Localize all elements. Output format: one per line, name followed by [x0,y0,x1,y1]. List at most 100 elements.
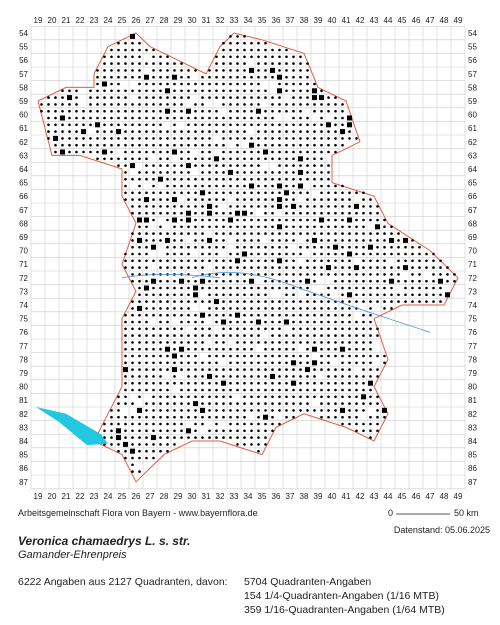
record-square [116,428,121,434]
record-dot [215,293,218,297]
row-label: 77 [19,342,28,351]
record-dot [138,354,141,358]
record-dot [145,341,148,344]
record-dot [152,375,155,378]
record-dot [131,300,134,303]
record-dot [334,191,337,195]
record-dot [173,415,176,419]
record-dot [131,456,134,460]
record-dot [61,137,64,140]
record-dot [285,347,288,351]
record-dot [215,381,218,385]
record-dot [117,48,120,52]
record-dot [187,177,190,181]
record-dot [250,205,253,208]
record-dot [306,300,309,303]
record-dot [173,205,176,208]
record-dot [159,164,162,167]
record-square [200,407,205,413]
record-dot [229,273,232,276]
stats-line: 154 1/4-Quadranten-Angaben (1/16 MTB) [244,590,439,602]
record-dot [138,361,141,365]
record-dot [110,109,113,113]
record-dot [341,245,344,249]
map [36,32,459,483]
record-dot [110,409,113,412]
record-dot [187,368,190,371]
record-dot [278,103,281,106]
record-dot [299,279,302,283]
record-dot [159,130,162,133]
record-square [277,74,282,80]
record-dot [201,137,204,140]
record-dot [208,402,211,405]
record-dot [341,300,344,303]
record-dot [152,177,155,181]
record-dot [145,232,148,235]
record-dot [257,361,260,365]
record-dot [341,279,344,283]
record-dot [236,96,239,99]
record-dot [355,375,358,378]
record-dot [341,211,344,215]
record-dot [131,341,134,344]
record-dot [243,313,246,317]
record-dot [117,69,120,72]
record-dot [341,327,344,331]
record-dot [124,354,127,358]
record-dot [236,205,239,208]
record-dot [299,252,302,256]
column-label: 37 [286,492,295,501]
record-dot [229,225,232,229]
record-dot [292,198,295,201]
record-dot [320,164,323,167]
record-dot [187,82,190,86]
record-dot [180,218,183,222]
record-dot [68,150,71,154]
record-dot [313,368,316,371]
record-dot [110,69,113,72]
record-dot [103,130,106,133]
record-dot [299,375,302,378]
record-dot [229,375,232,378]
record-dot [166,75,169,79]
record-dot [313,198,316,201]
record-dot [187,436,190,439]
row-label: 73 [19,287,28,296]
record-dot [243,341,246,344]
record-dot [257,157,260,161]
record-square [214,156,219,162]
record-dot [236,375,239,378]
record-dot [208,69,211,72]
row-label: 62 [19,138,28,147]
record-dot [180,164,183,167]
record-dot [243,320,246,324]
record-dot [306,395,309,399]
record-dot [222,177,225,181]
record-dot [131,347,134,351]
record-dot [166,286,169,290]
record-dot [222,409,225,412]
record-dot [145,252,148,256]
record-dot [257,449,260,453]
record-dot [131,334,134,337]
record-dot [278,422,281,426]
record-dot [229,266,232,269]
record-dot [131,211,134,215]
record-square [158,176,163,182]
record-dot [390,266,393,269]
record-dot [243,35,246,38]
record-dot [376,409,379,412]
record-dot [215,89,218,93]
record-dot [145,123,148,127]
record-dot [327,415,330,419]
record-dot [257,307,260,310]
record-dot [327,143,330,147]
record-dot [180,239,183,242]
record-dot [348,409,351,412]
record-dot [215,198,218,201]
record-dot [390,252,393,256]
record-dot [152,82,155,86]
record-dot [124,75,127,79]
record-dot [355,395,358,399]
